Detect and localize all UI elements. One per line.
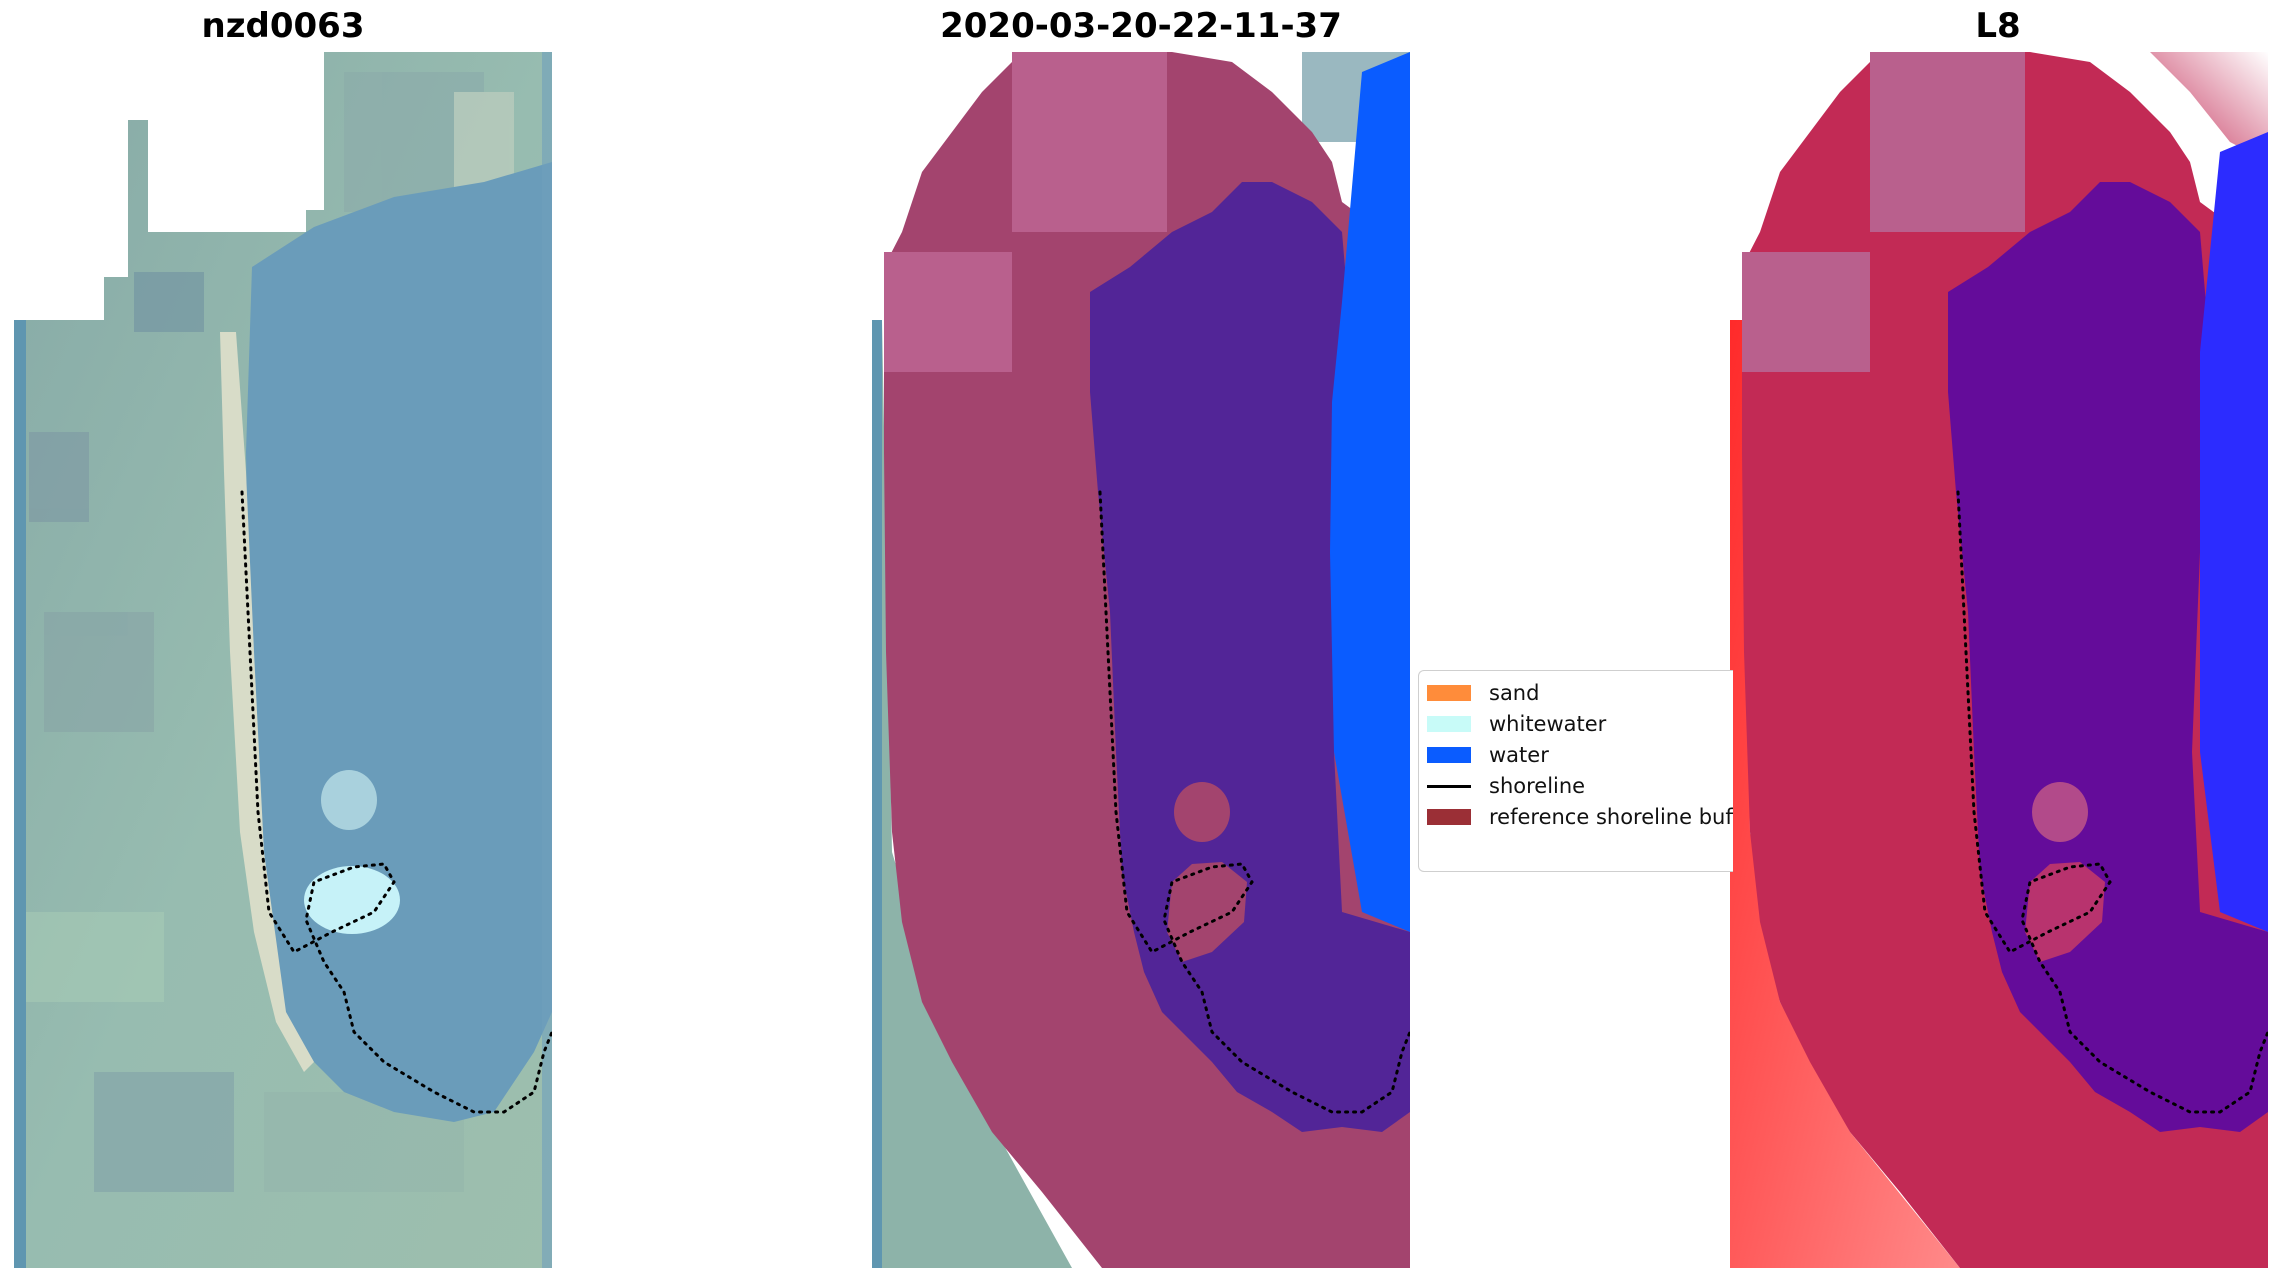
legend-label-reference-buffer: reference shoreline buffer xyxy=(1489,805,1733,829)
legend-item-reference-buffer: reference shoreline buffer xyxy=(1427,803,1733,831)
legend-swatch-sand xyxy=(1427,685,1471,701)
legend-label-whitewater: whitewater xyxy=(1489,712,1607,736)
legend-item-shoreline: shoreline xyxy=(1427,772,1585,800)
classified-image-panel xyxy=(872,52,1410,1268)
legend-line-shoreline xyxy=(1427,784,1471,788)
legend-label-shoreline: shoreline xyxy=(1489,774,1586,798)
panel-title-rgb: nzd0063 xyxy=(201,6,365,46)
legend-item-water: water xyxy=(1427,741,1549,769)
legend: sand whitewater water shoreline referenc… xyxy=(1418,670,1733,872)
rgb-image-panel xyxy=(14,52,552,1268)
panel-title-index: L8 xyxy=(1975,6,2021,46)
index-image-panel xyxy=(1730,52,2268,1268)
legend-swatch-water xyxy=(1427,747,1471,763)
legend-item-whitewater: whitewater xyxy=(1427,710,1606,738)
legend-label-water: water xyxy=(1489,743,1549,767)
legend-swatch-whitewater xyxy=(1427,716,1471,732)
panel-title-classified: 2020-03-20-22-11-37 xyxy=(940,6,1342,46)
legend-swatch-reference-buffer xyxy=(1427,809,1471,825)
legend-item-sand: sand xyxy=(1427,679,1539,707)
legend-label-sand: sand xyxy=(1489,681,1540,705)
